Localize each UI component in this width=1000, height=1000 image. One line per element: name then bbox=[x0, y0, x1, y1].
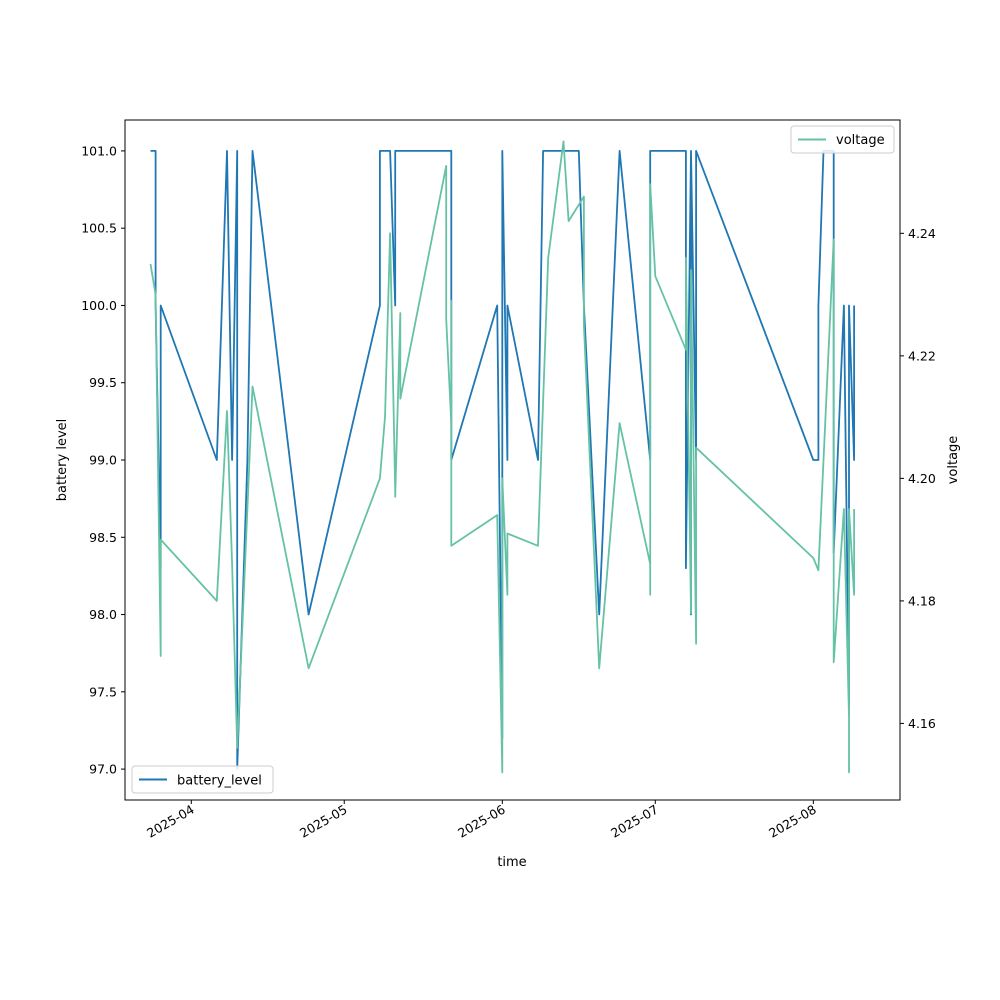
y-left-tick-label: 98.0 bbox=[89, 607, 117, 622]
x-axis-label: time bbox=[497, 855, 526, 870]
y-left-tick-label: 99.0 bbox=[89, 453, 117, 468]
y-left-tick-label: 99.5 bbox=[89, 375, 117, 390]
y-right-tick-label: 4.22 bbox=[908, 348, 936, 363]
y-right-tick-label: 4.16 bbox=[908, 716, 936, 731]
y-left-axis-label: battery level bbox=[55, 419, 70, 502]
y-right-axis-label: voltage bbox=[946, 436, 961, 485]
series-layer bbox=[149, 140, 855, 774]
y-left-tick-label: 97.0 bbox=[89, 762, 117, 777]
series-line-battery-level bbox=[150, 149, 855, 770]
legend-battery-level: battery_level bbox=[131, 765, 274, 794]
y-left-tick-label: 100.0 bbox=[81, 298, 117, 313]
legend-label: voltage bbox=[836, 133, 885, 148]
y-left-tick-label: 100.5 bbox=[81, 221, 117, 236]
y-right-tick-label: 4.18 bbox=[908, 593, 936, 608]
y-left-tick-label: 98.5 bbox=[89, 530, 117, 545]
y-left-tick-label: 97.5 bbox=[89, 684, 117, 699]
legend-layer: battery_level voltage bbox=[131, 125, 895, 794]
legend-label: battery_level bbox=[177, 774, 262, 789]
legend-box bbox=[790, 125, 895, 154]
legend-voltage: voltage bbox=[790, 125, 895, 154]
y-right-tick-label: 4.24 bbox=[908, 226, 936, 241]
series-line-voltage bbox=[149, 140, 855, 774]
legend-box bbox=[131, 765, 274, 794]
y-left-tick-label: 101.0 bbox=[81, 143, 117, 158]
y-right-tick-label: 4.20 bbox=[908, 471, 936, 486]
